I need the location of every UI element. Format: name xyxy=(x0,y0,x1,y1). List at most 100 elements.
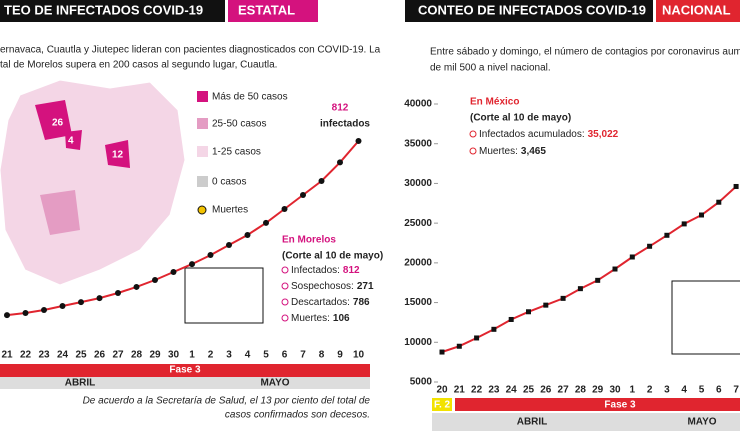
map-region xyxy=(35,100,72,140)
item-label: Muertes: xyxy=(291,313,330,324)
data-point xyxy=(244,232,251,239)
x-tick-label: 20 xyxy=(436,385,448,396)
data-point xyxy=(300,192,306,198)
item-label: Infectados acumulados: xyxy=(479,129,585,140)
data-point xyxy=(4,312,10,319)
annotation: 812 xyxy=(332,103,349,114)
data-point xyxy=(577,286,583,292)
x-tick-label: 26 xyxy=(540,385,552,396)
legend-label: 25-50 casos xyxy=(212,119,266,130)
map xyxy=(0,79,186,286)
x-tick-label: 22 xyxy=(471,385,483,396)
x-tick-label: 4 xyxy=(245,350,251,361)
x-tick-label: 27 xyxy=(112,350,124,361)
box-item: Muertes: 106 xyxy=(291,313,350,324)
x-tick-label: 1 xyxy=(630,385,636,396)
footnote: casos confirmados son decesos. xyxy=(225,410,370,421)
x-tick-label: 26 xyxy=(94,350,106,361)
intro: de mil 500 a nivel nacional. xyxy=(430,63,551,74)
data-point xyxy=(595,277,601,283)
data-point xyxy=(263,219,269,226)
y-tick-label: 25000 xyxy=(404,218,432,229)
item-value: 786 xyxy=(353,297,370,308)
x-tick-label: 21 xyxy=(1,350,13,361)
legend-swatch xyxy=(197,205,207,215)
item-value: 271 xyxy=(357,281,374,292)
data-point xyxy=(78,299,84,306)
y-tick-label: 30000 xyxy=(404,178,432,189)
intro: Entre sábado y domingo, el número de con… xyxy=(430,47,740,58)
data-point xyxy=(115,289,121,296)
data-point xyxy=(716,199,722,205)
intro: ernavaca, Cuautla y Jiutepec lideran con… xyxy=(0,45,381,56)
data-point xyxy=(456,343,462,349)
data-point xyxy=(491,326,497,332)
x-tick-label: 6 xyxy=(282,350,288,361)
x-tick-label: 10 xyxy=(353,350,365,361)
map-label: 4 xyxy=(68,136,74,147)
box-item: Infectados acumulados: 35,022 xyxy=(479,129,619,140)
phase-bar xyxy=(0,364,370,377)
item-label: Sospechosos: xyxy=(291,281,354,292)
data-point xyxy=(337,159,343,166)
legend-swatch xyxy=(197,91,208,102)
x-tick-label: 7 xyxy=(733,385,739,396)
box-item: Sospechosos: 271 xyxy=(291,281,374,292)
x-tick-label: 5 xyxy=(263,350,269,361)
box-items: Infectados acumulados: 35,022 Muertes: 3,46… xyxy=(469,129,619,157)
data-point xyxy=(170,269,177,276)
header-title: TEO DE INFECTADOS COVID-19 xyxy=(4,2,203,17)
month-label: MAYO xyxy=(260,378,289,389)
phase-label: F. 2 xyxy=(434,400,451,411)
item-label: Infectados: xyxy=(291,265,340,276)
month-label: ABRIL xyxy=(517,417,548,428)
inset-frame xyxy=(184,267,264,324)
data-point xyxy=(207,252,214,259)
x-tick-label: 2 xyxy=(647,385,653,396)
bullet xyxy=(469,147,477,155)
x-tick-label: 3 xyxy=(664,385,670,396)
data-point xyxy=(355,138,362,144)
x-tick-label: 29 xyxy=(149,350,161,361)
legend-label: 0 casos xyxy=(212,177,246,188)
x-tick-label: 27 xyxy=(558,385,570,396)
x-tick-label: 21 xyxy=(454,385,466,396)
y-tick-label: 35000 xyxy=(404,138,432,149)
x-tick-label: 25 xyxy=(75,350,87,361)
x-tick-label: 25 xyxy=(523,385,535,396)
box-item: Descartados: 786 xyxy=(291,297,370,308)
map-label: 26 xyxy=(52,118,64,129)
y-tick-label: 5000 xyxy=(410,377,433,388)
item-value: 3,465 xyxy=(521,146,546,157)
box-item: Infectados: 812 xyxy=(291,265,360,276)
data-point xyxy=(733,183,739,189)
tag-bar xyxy=(656,0,740,22)
map-region xyxy=(105,140,130,168)
annotation: infectados xyxy=(320,119,370,130)
x-tick-label: 1 xyxy=(189,350,195,361)
x-tick-label: 6 xyxy=(716,385,722,396)
data-point xyxy=(647,243,653,249)
footnote: De acuerdo a la Secretaría de Salud, el … xyxy=(83,396,371,407)
x-tick-label: 24 xyxy=(506,385,518,396)
bullet xyxy=(281,266,289,274)
legend-swatch xyxy=(197,118,208,129)
map-region xyxy=(65,130,82,150)
data-point xyxy=(22,310,29,317)
tag: NACIONAL xyxy=(662,2,731,17)
data-point xyxy=(629,254,635,260)
bullet xyxy=(281,314,289,322)
phase-bar xyxy=(455,398,740,411)
month-bar xyxy=(0,377,370,389)
box-items: Infectados: 812 Sospechosos: 271 Descartados… xyxy=(281,265,374,324)
y-tick-label: 20000 xyxy=(404,257,432,268)
map-label: 12 xyxy=(112,150,124,161)
data-point xyxy=(226,242,232,249)
legend-label: Muertes xyxy=(212,205,248,216)
item-value: 812 xyxy=(343,265,360,276)
data-point xyxy=(439,349,445,355)
item-label: Muertes: xyxy=(479,146,518,157)
x-tick-label: 23 xyxy=(488,385,500,396)
x-tick-label: 30 xyxy=(609,385,621,396)
x-tick-label: 4 xyxy=(681,385,687,396)
